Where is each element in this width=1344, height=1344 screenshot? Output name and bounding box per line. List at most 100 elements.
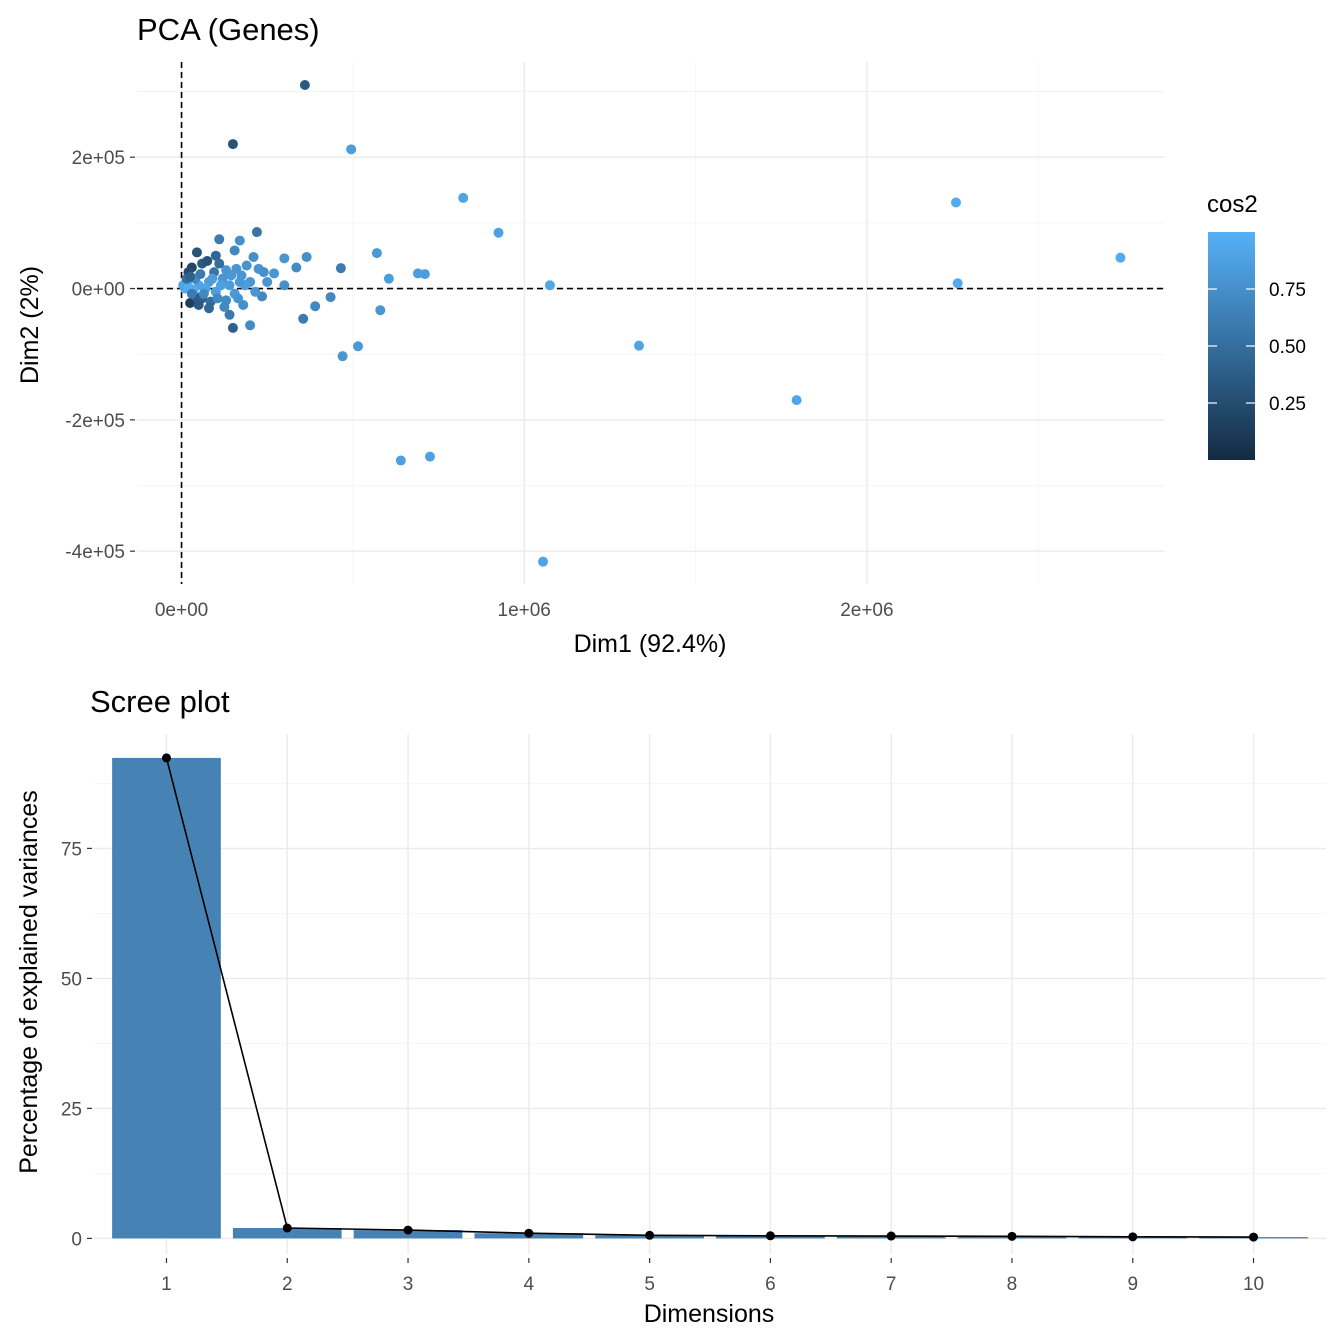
pca-x-tick-label: 0e+00 <box>155 600 208 621</box>
scree-x-tick-label: 9 <box>1127 1274 1138 1295</box>
pca-x-tick-label: 2e+06 <box>840 600 893 621</box>
scree-x-tick-label: 5 <box>644 1274 655 1295</box>
pca-title: PCA (Genes) <box>137 12 320 47</box>
pca-x-tick-label: 1e+06 <box>498 600 551 621</box>
pca-point <box>193 299 204 310</box>
pca-point <box>419 269 430 280</box>
scree-x-ticks: 1 2 3 4 5 6 7 8 9 10 <box>161 1258 1264 1295</box>
pca-point <box>185 271 196 282</box>
scree-x-tick-label: 8 <box>1007 1274 1018 1295</box>
scree-point <box>886 1231 896 1241</box>
pca-point <box>214 234 225 245</box>
pca-x-ticks: 0e+00 1e+06 2e+06 <box>155 600 894 621</box>
pca-point <box>234 235 245 246</box>
pca-point <box>203 303 214 314</box>
legend-ticks: 0.25 0.50 0.75 <box>1208 280 1306 415</box>
pca-reference-lines <box>137 62 1165 584</box>
pca-point <box>241 260 252 271</box>
pca-point <box>493 227 504 238</box>
pca-point <box>234 276 245 287</box>
pca-point <box>212 293 223 304</box>
pca-point <box>279 253 290 264</box>
scree-point <box>645 1230 655 1240</box>
pca-point <box>1115 252 1126 263</box>
pca-point <box>191 247 202 258</box>
pca-point <box>233 293 244 304</box>
scree-bar <box>112 757 221 1239</box>
scree-point <box>1128 1232 1138 1242</box>
scree-x-tick-label: 1 <box>161 1274 172 1295</box>
pca-point <box>195 269 206 280</box>
scree-y-ticks: 0 25 50 75 <box>61 839 92 1250</box>
pca-point <box>227 139 238 150</box>
pca-point <box>269 268 280 279</box>
scree-point <box>524 1228 534 1238</box>
scree-y-tick-label: 50 <box>61 969 82 990</box>
pca-y-tick-label: -4e+05 <box>65 542 125 563</box>
scree-y-tick-label: 25 <box>61 1099 82 1120</box>
pca-point <box>262 276 273 287</box>
pca-point <box>424 451 435 462</box>
pca-y-axis-title: Dim2 (2%) <box>16 266 44 384</box>
pca-point <box>335 263 346 274</box>
pca-point <box>458 192 469 203</box>
pca-point <box>221 295 232 306</box>
pca-points <box>178 79 1126 567</box>
pca-y-ticks: 2e+05 0e+00 -2e+05 -4e+05 <box>65 148 135 563</box>
pca-point <box>215 280 226 291</box>
pca-point <box>214 258 225 269</box>
pca-point <box>251 227 262 238</box>
pca-y-tick-label: 0e+00 <box>72 280 125 301</box>
pca-y-tick-label: 2e+05 <box>72 148 125 169</box>
scree-line <box>161 753 1259 1242</box>
pca-point <box>245 320 256 331</box>
pca-point <box>231 263 242 274</box>
legend-tick-label: 0.25 <box>1269 394 1306 415</box>
pca-point <box>186 288 197 299</box>
pca-point <box>337 351 348 362</box>
pca-point <box>544 280 555 291</box>
pca-point <box>310 301 321 312</box>
scree-point <box>1249 1232 1259 1242</box>
pca-point <box>301 252 312 263</box>
scree-y-tick-label: 0 <box>71 1229 82 1250</box>
pca-point <box>210 250 221 261</box>
pca-point <box>198 288 209 299</box>
pca-point <box>258 267 269 278</box>
scree-x-axis-title: Dimensions <box>644 1300 775 1328</box>
scree-line-path <box>165 757 1254 1238</box>
scree-bar <box>232 1228 342 1239</box>
pca-point <box>299 79 310 90</box>
pca-point <box>383 273 394 284</box>
pca-point <box>346 144 357 155</box>
pca-point <box>248 252 259 263</box>
legend-tick-label: 0.50 <box>1269 337 1306 358</box>
cos2-legend: cos2 0.25 0.50 0.75 <box>1207 191 1306 460</box>
scree-point <box>765 1231 775 1241</box>
scree-panel: Scree plot 1 2 3 4 5 6 7 8 9 10 0 25 50 75 Dimension… <box>15 684 1326 1328</box>
pca-point <box>227 322 238 333</box>
pca-point <box>279 280 290 291</box>
scree-x-tick-label: 10 <box>1243 1274 1264 1295</box>
pca-point <box>325 292 336 303</box>
pca-point <box>538 556 549 567</box>
scree-point <box>161 753 171 763</box>
scree-x-tick-label: 4 <box>524 1274 535 1295</box>
scree-x-tick-label: 6 <box>765 1274 776 1295</box>
pca-point <box>291 262 302 273</box>
pca-point <box>298 313 309 324</box>
pca-point <box>250 286 261 297</box>
pca-point <box>353 341 364 352</box>
scree-bars <box>112 757 1308 1239</box>
pca-point <box>395 455 406 466</box>
scree-point <box>403 1225 413 1235</box>
pca-point <box>229 245 240 256</box>
pca-x-axis-title: Dim1 (92.4%) <box>574 630 727 658</box>
scree-x-tick-label: 7 <box>886 1274 897 1295</box>
pca-y-tick-label: -2e+05 <box>65 411 125 432</box>
scree-point <box>1007 1231 1017 1241</box>
pca-point <box>634 340 645 351</box>
pca-point <box>202 255 213 266</box>
scree-x-tick-label: 2 <box>282 1274 293 1295</box>
pca-point <box>371 248 382 259</box>
